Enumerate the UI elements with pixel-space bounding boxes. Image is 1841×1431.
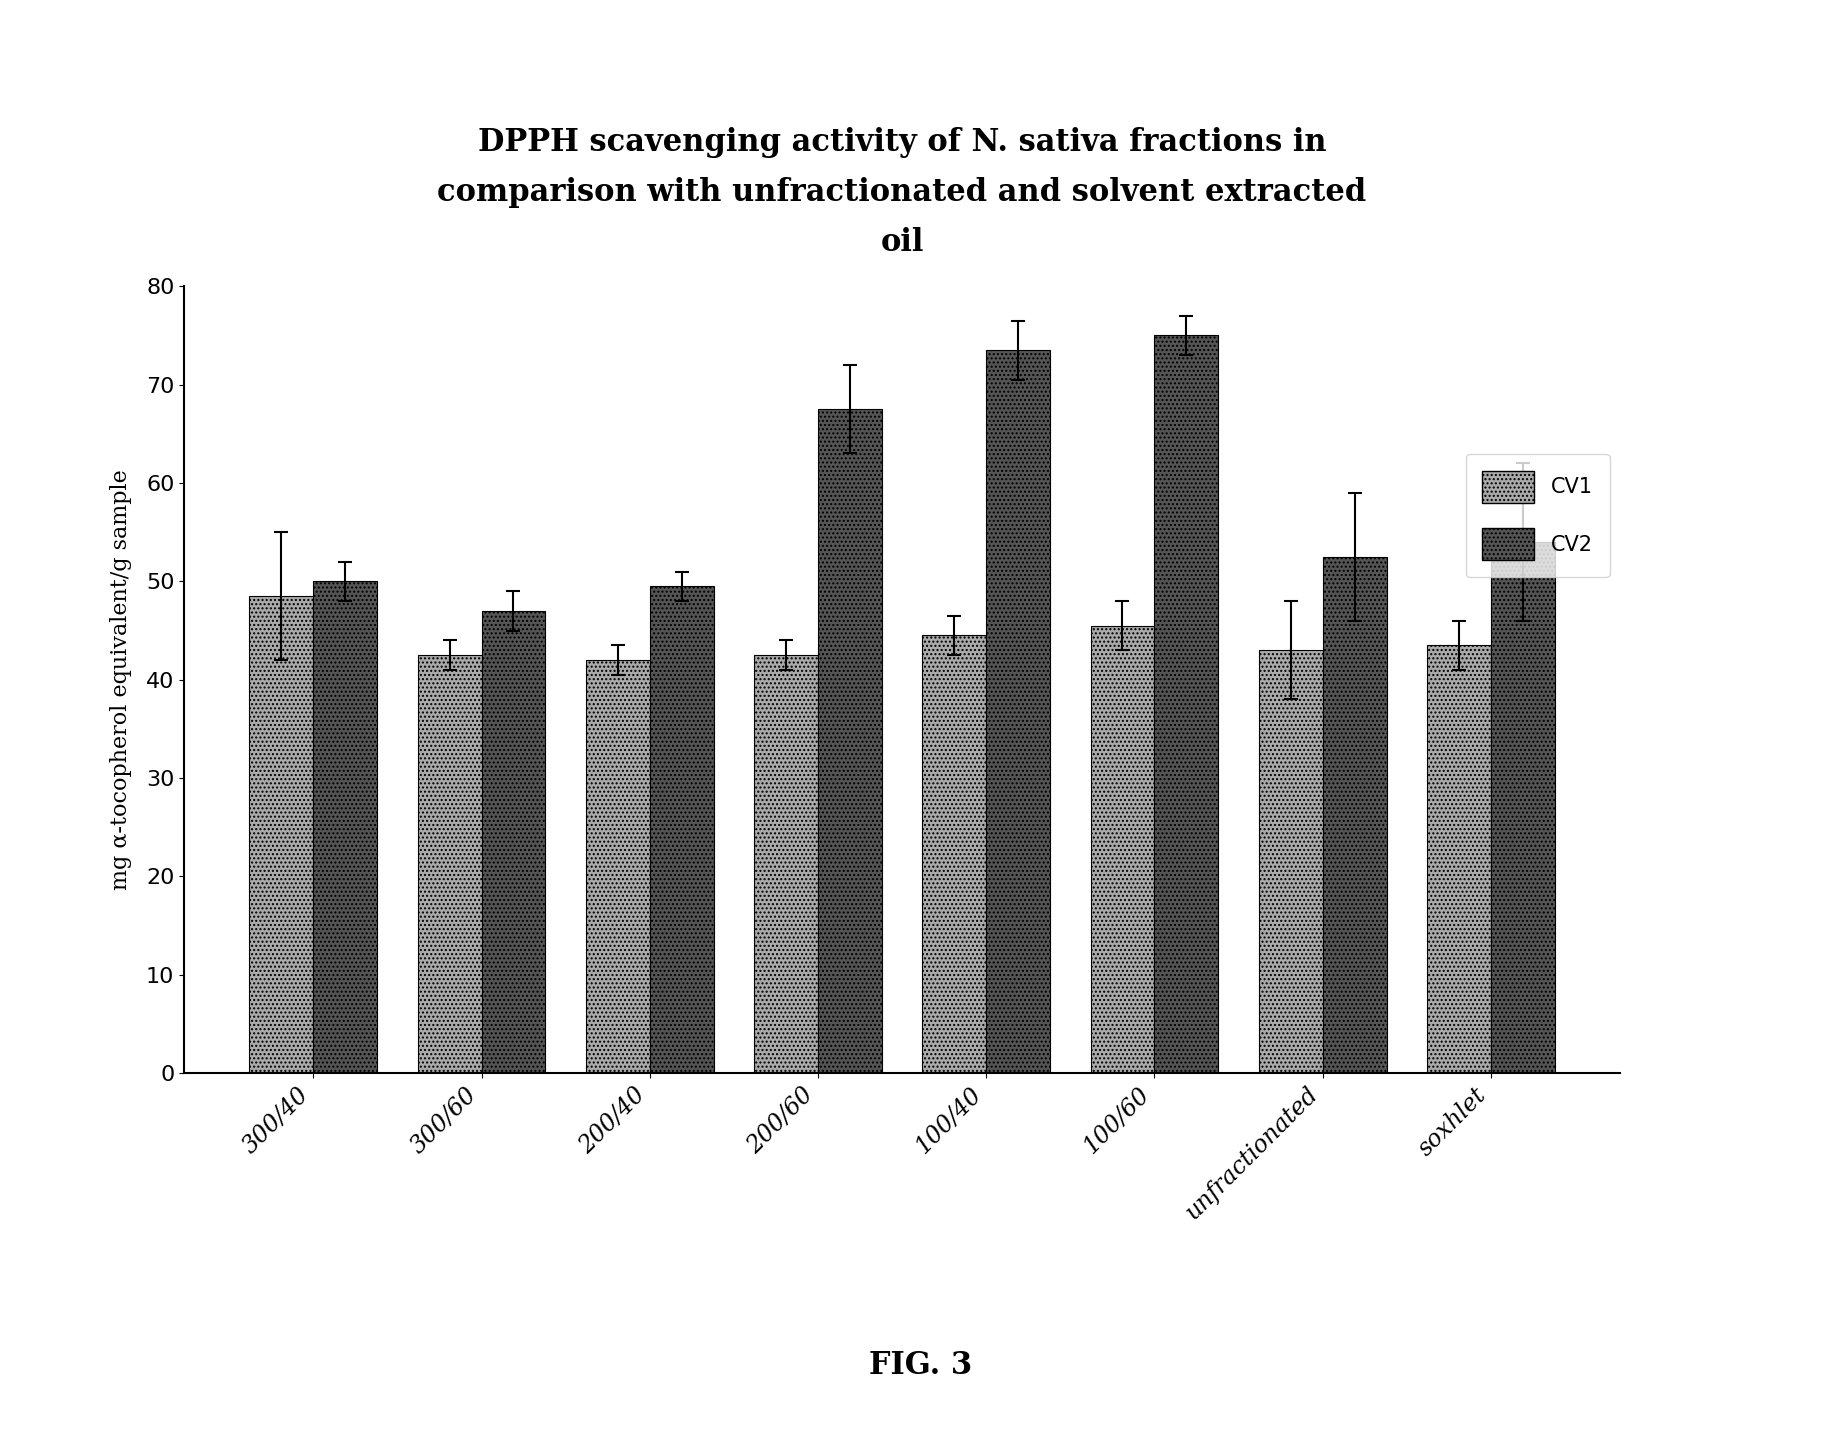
Bar — [1154, 335, 1219, 1073]
Bar — [987, 351, 1049, 1073]
Bar — [755, 655, 817, 1073]
Y-axis label: mg α-tocopherol equivalent/g sample: mg α-tocopherol equivalent/g sample — [110, 469, 133, 890]
Bar — [1090, 625, 1154, 1073]
Bar — [249, 597, 313, 1073]
Bar — [1491, 542, 1556, 1073]
Bar — [1322, 557, 1386, 1073]
Title: DPPH scavenging activity of N. sativa fractions in
comparison with unfractionate: DPPH scavenging activity of N. sativa fr… — [438, 127, 1366, 259]
Bar — [650, 587, 714, 1073]
Bar — [1259, 650, 1322, 1073]
Bar — [817, 409, 882, 1073]
Bar — [418, 655, 482, 1073]
Bar — [313, 581, 377, 1073]
Bar — [922, 635, 987, 1073]
Bar — [482, 611, 545, 1073]
Text: FIG. 3: FIG. 3 — [869, 1349, 972, 1381]
Bar — [1427, 645, 1491, 1073]
Bar — [585, 660, 650, 1073]
Legend: CV1, CV2: CV1, CV2 — [1465, 454, 1609, 577]
